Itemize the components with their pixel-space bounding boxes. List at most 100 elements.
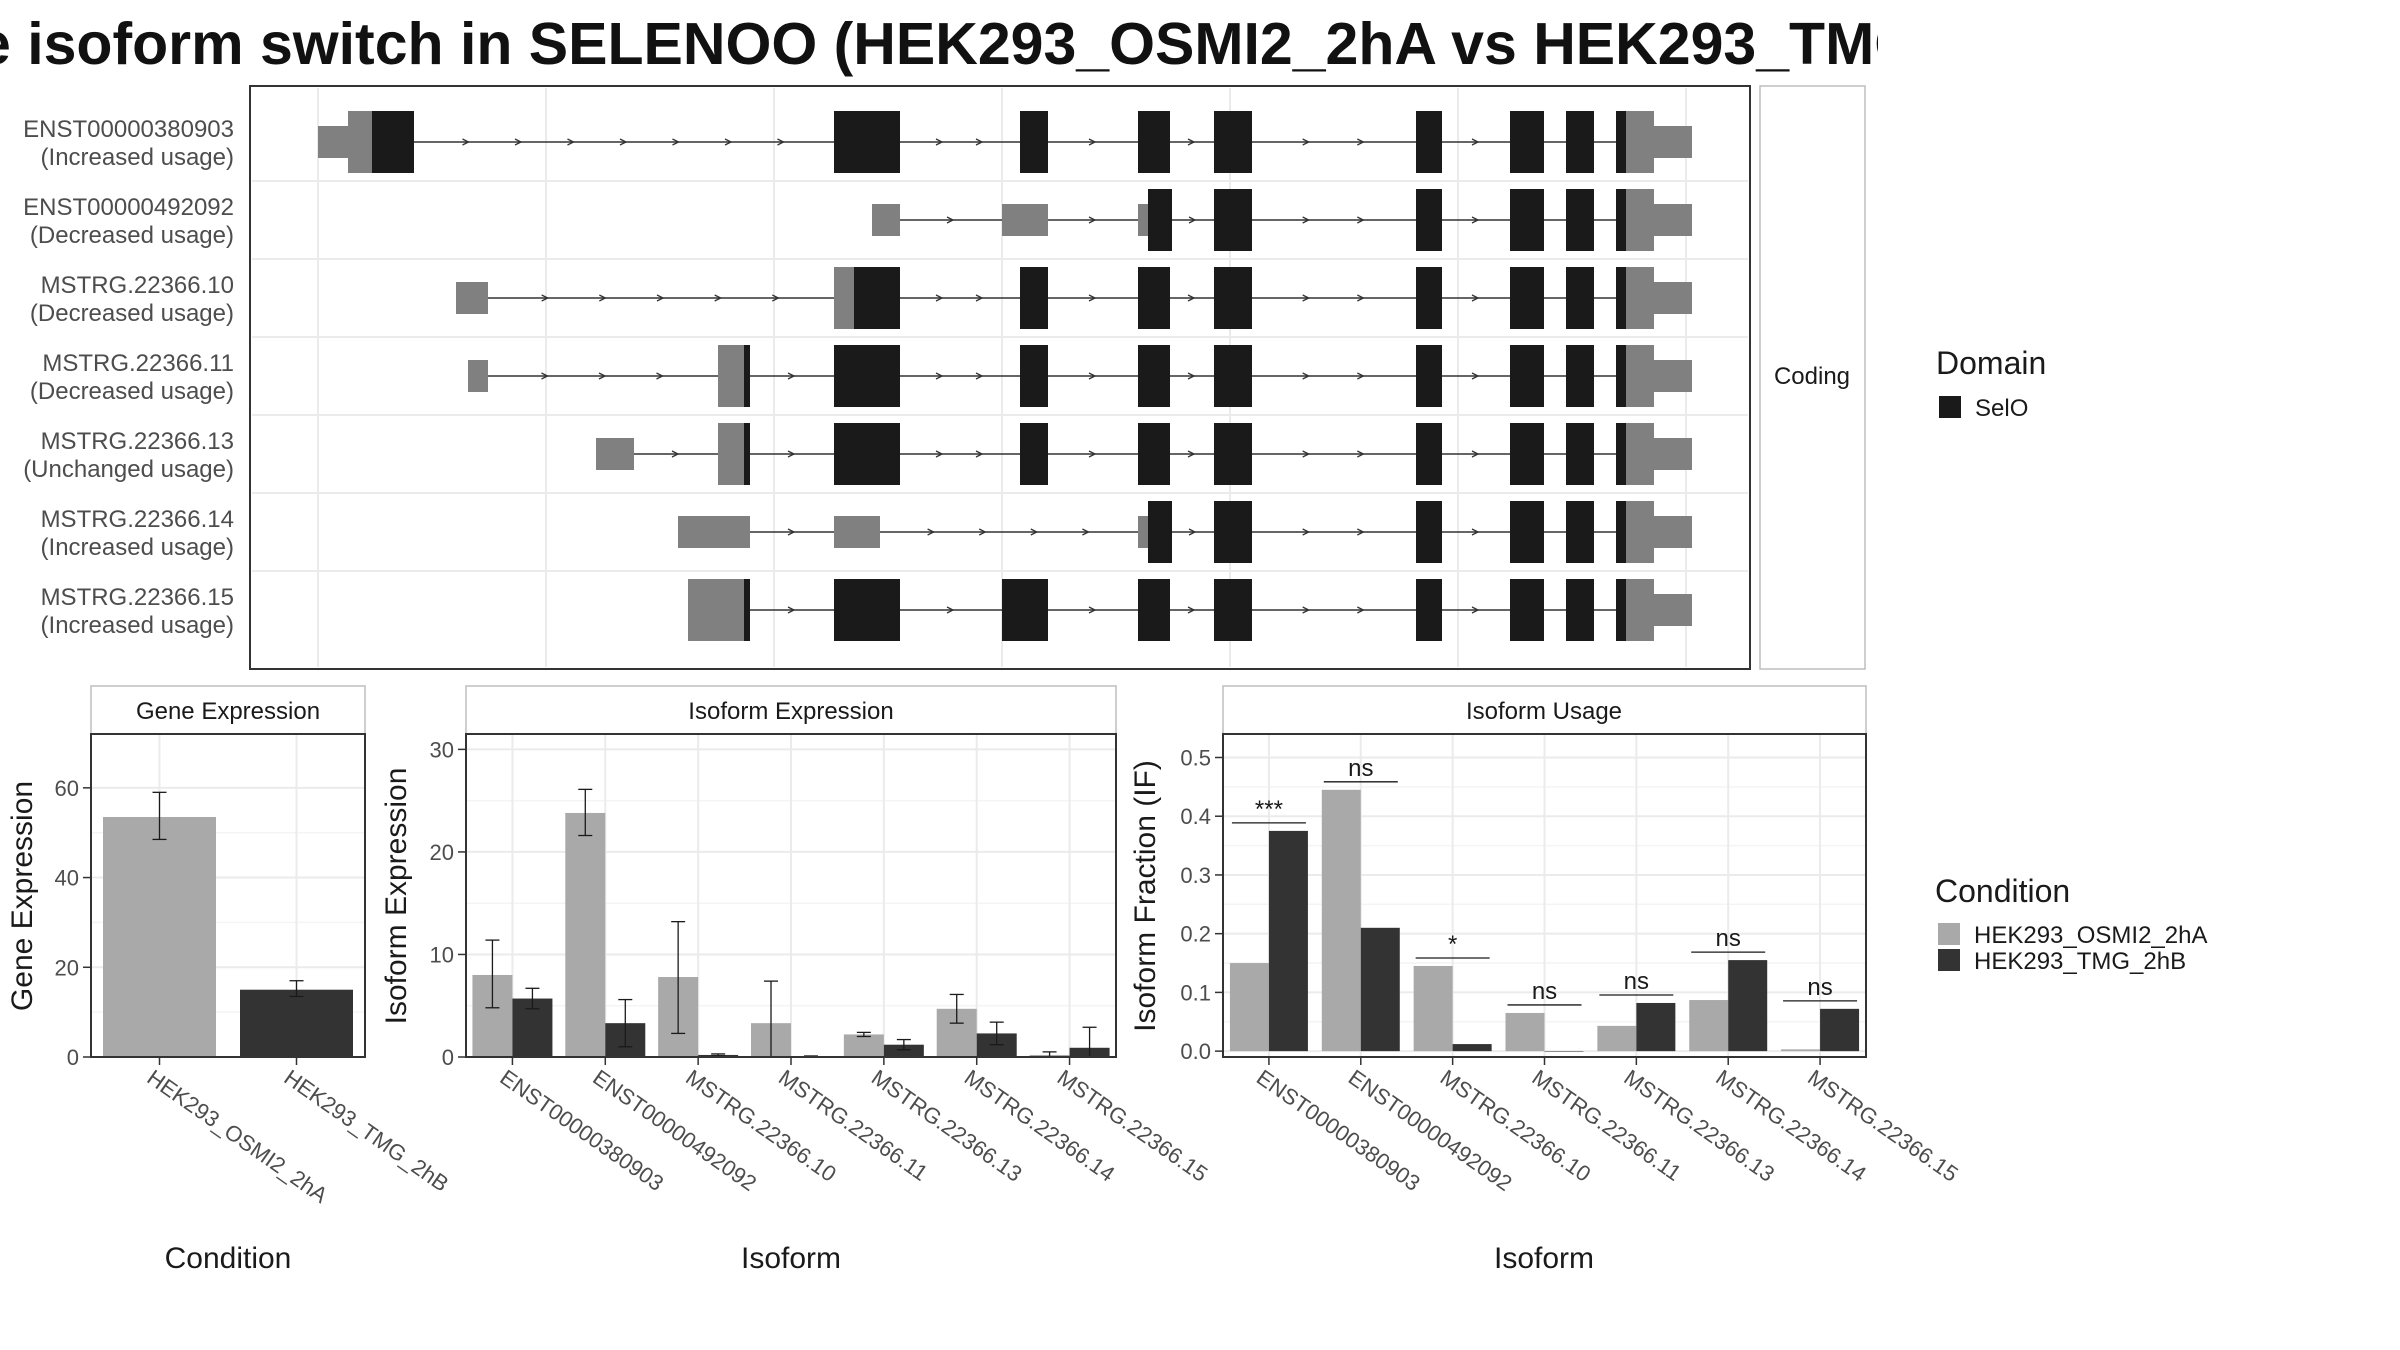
isoform-usage-ylabel: Isoform Fraction (IF) (1129, 760, 1162, 1032)
transcript-marks (318, 111, 1692, 641)
significance-label: ns (1532, 978, 1557, 1005)
y-tick-label: 10 (430, 942, 454, 967)
intron-arrow (1302, 606, 1311, 614)
cds-exon (1566, 579, 1594, 641)
intron-arrow (514, 138, 523, 146)
intron-arrow (1088, 294, 1097, 302)
cds-exon (834, 111, 900, 173)
intron-arrow (946, 216, 955, 224)
intron-arrow (787, 528, 796, 536)
x-tick-label: MSTRG.22366.14 (1711, 1065, 1871, 1187)
intron-arrow (567, 138, 575, 146)
cds-exon (1510, 111, 1544, 173)
intron-arrow (1088, 372, 1097, 380)
cds-exon (1566, 267, 1594, 329)
cds-exon (1616, 267, 1626, 329)
x-tick-label: MSTRG.22366.14 (960, 1065, 1120, 1187)
bar (1636, 1002, 1676, 1052)
intron-arrow (927, 528, 936, 536)
x-tick-label: MSTRG.22366.10 (1436, 1065, 1596, 1187)
cds-exon (1566, 501, 1594, 563)
intron-arrow (656, 372, 664, 380)
domain-legend-item: SelO (1975, 395, 2028, 422)
gene-expression-xlabel: Condition (165, 1242, 292, 1275)
cds-exon (1616, 111, 1626, 173)
intron-arrow (935, 294, 944, 302)
transcript-id-label: MSTRG.22366.14 (41, 506, 234, 533)
intron-arrow (1357, 528, 1365, 536)
intron-arrow (935, 450, 944, 458)
cds-exon (1138, 345, 1170, 407)
plot-title: e isoform switch in SELENOO (HEK293_OSMI… (0, 11, 1878, 77)
cds-exon (1002, 579, 1048, 641)
bar (1689, 1000, 1729, 1052)
isoform-expression-panel: Isoform Expression 0 10 20 30 ENST0000038090… (380, 685, 1212, 1275)
intron-arrow (787, 372, 796, 380)
intron-arrow (1302, 528, 1311, 536)
intron-arrow (1187, 450, 1196, 458)
condition-legend-item-b: HEK293_TMG_2hB (1974, 948, 2186, 975)
transcript-labels: ENST00000380903(Increased usage)ENST0000… (23, 116, 234, 639)
facet-strip-coding (1759, 85, 1866, 670)
intron-arrow (1471, 606, 1480, 614)
transcript-usage-label: (Decreased usage) (30, 378, 234, 405)
intron-arrow (935, 372, 944, 380)
condition-legend-item-a: HEK293_OSMI2_2hA (1974, 922, 2207, 949)
intron-arrow (598, 372, 607, 380)
intron-arrow (1082, 528, 1090, 536)
utr-exon (678, 516, 750, 548)
intron-arrow (1357, 294, 1365, 302)
intron-arrow (714, 294, 723, 302)
y-tick-label: 0 (442, 1045, 454, 1070)
condition-legend-key-b (1938, 949, 1960, 971)
transcript-usage-label: (Unchanged usage) (23, 456, 234, 483)
intron-arrow (1088, 450, 1097, 458)
intron-arrow (1357, 138, 1365, 146)
cds-exon (1510, 579, 1544, 641)
utr-exon (1626, 189, 1654, 251)
intron-arrow (541, 372, 549, 380)
transcript-id-label: MSTRG.22366.15 (41, 584, 234, 611)
bar (883, 1044, 924, 1057)
facet-label-coding: Coding (1774, 363, 1850, 390)
intron-arrow (1188, 216, 1197, 224)
intron-arrow (777, 138, 785, 146)
intron-arrow (1471, 372, 1480, 380)
isoform-usage-bars: *** ns * ns ns ns ns (1229, 755, 1860, 1052)
condition-legend: Condition HEK293_OSMI2_2hA HEK293_TMG_2h… (1935, 873, 2207, 975)
intron-arrow (1088, 138, 1097, 146)
cds-exon (744, 345, 750, 407)
x-tick-label: MSTRG.22366.13 (867, 1065, 1027, 1187)
domain-legend-key (1939, 396, 1961, 418)
transcript-usage-label: (Increased usage) (41, 144, 234, 171)
cds-exon (1616, 579, 1626, 641)
x-tick-label: ENST00000492092 (588, 1065, 761, 1196)
cds-exon (1416, 501, 1442, 563)
intron-arrow (978, 528, 987, 536)
cds-exon (1416, 189, 1442, 251)
x-tick-label: ENST00000492092 (1344, 1065, 1517, 1196)
intron-arrow (1302, 450, 1311, 458)
gene-expression-panel: Gene Expression 0204060HEK293_OSMI2_2hAH… (6, 685, 453, 1275)
intron-arrow (772, 294, 780, 302)
intron-arrow (1187, 372, 1196, 380)
x-tick-label: MSTRG.22366.10 (681, 1065, 841, 1187)
cds-exon (1416, 345, 1442, 407)
intron-arrow (1357, 606, 1365, 614)
transcript-usage-label: (Decreased usage) (30, 300, 234, 327)
intron-arrow (1030, 528, 1039, 536)
bar (843, 1034, 884, 1057)
cds-exon (1214, 345, 1252, 407)
cds-exon (834, 423, 900, 485)
cds-exon (1214, 423, 1252, 485)
significance-label: ns (1624, 968, 1649, 995)
bar (1360, 927, 1400, 1052)
cds-exon (1510, 189, 1544, 251)
utr-exon (1654, 594, 1692, 626)
domain-legend: Domain SelO (1936, 345, 2046, 422)
bar (1413, 965, 1453, 1052)
utr-exon (834, 516, 880, 548)
transcript-id-label: MSTRG.22366.11 (42, 350, 234, 377)
utr-exon (834, 267, 854, 329)
